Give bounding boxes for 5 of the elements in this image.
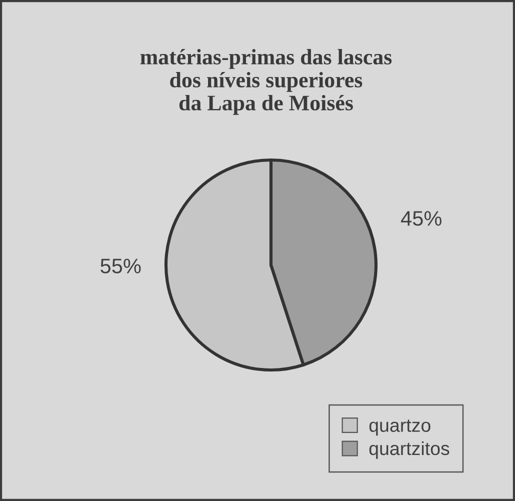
data-label: 45%	[401, 211, 442, 226]
legend-label: quartzitos	[369, 441, 450, 459]
chart-title: matérias-primas das lascas dos níveis superiores da Lapa de Moisés	[140, 49, 392, 115]
data-label: 55%	[100, 258, 141, 274]
legend-label: quartzo	[369, 420, 430, 436]
